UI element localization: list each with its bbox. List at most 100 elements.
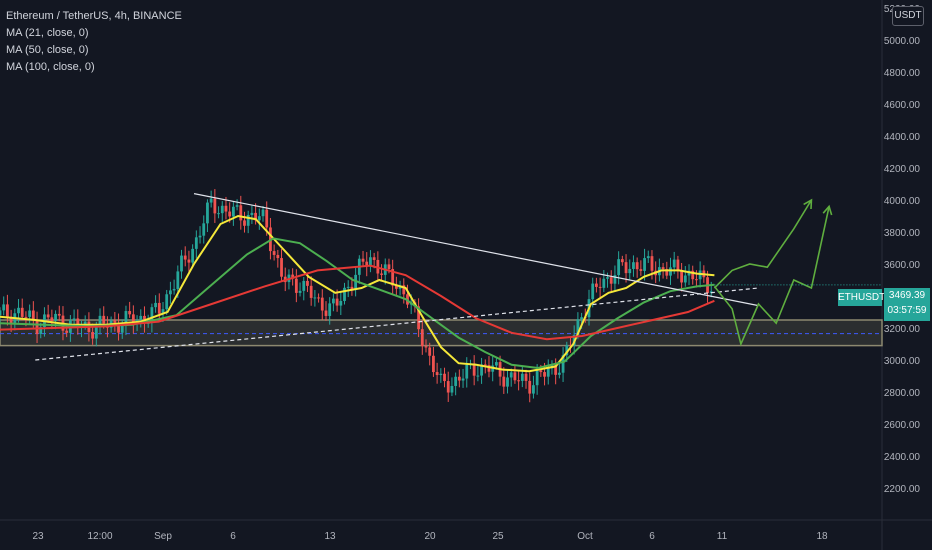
- candle-body: [183, 255, 187, 260]
- candle-body: [480, 364, 483, 376]
- candle-body: [650, 256, 654, 271]
- candle-body: [254, 212, 258, 221]
- projection-arrowhead: [803, 198, 813, 210]
- legend-ma100[interactable]: MA (100, close, 0): [6, 61, 95, 73]
- candle-body: [669, 267, 672, 276]
- candle-body: [609, 277, 613, 284]
- candle-body: [191, 248, 195, 263]
- candle-body: [309, 285, 313, 298]
- candle-body: [20, 307, 24, 317]
- candle-body: [35, 320, 39, 335]
- candle-body: [306, 280, 309, 286]
- candle-body: [635, 262, 639, 270]
- candle-body: [54, 313, 57, 321]
- candle-body: [276, 254, 280, 259]
- candle-body: [150, 307, 154, 323]
- candle-body: [613, 275, 617, 284]
- candle-body: [65, 330, 69, 333]
- candle-body: [543, 372, 546, 377]
- candle-body: [435, 372, 439, 376]
- candle-body: [606, 277, 609, 279]
- x-tick-label: 18: [816, 531, 828, 542]
- y-tick-label: 4400.00: [884, 132, 921, 143]
- candle-body: [187, 259, 191, 263]
- currency-button[interactable]: USDT: [892, 6, 924, 26]
- candle-body: [328, 303, 332, 316]
- candle-body: [620, 259, 624, 263]
- candle-body: [102, 315, 106, 324]
- candle-body: [450, 385, 454, 393]
- candle-body: [576, 319, 580, 335]
- candle-body: [331, 298, 335, 304]
- candle-body: [691, 270, 695, 280]
- candle-body: [446, 381, 450, 393]
- candle-body: [6, 304, 9, 317]
- y-tick-label: 2800.00: [884, 388, 921, 399]
- candle-body: [595, 283, 598, 287]
- candle-body: [57, 313, 61, 316]
- candle-body: [24, 316, 28, 318]
- candle-body: [454, 376, 458, 386]
- candle-body: [465, 364, 469, 379]
- chart-legend: Ethereum / TetherUS, 4h, BINANCE MA (21,…: [6, 8, 182, 76]
- projection-path: [713, 206, 830, 347]
- candle-body: [46, 314, 50, 318]
- candle-body: [439, 373, 443, 376]
- candle-body: [117, 322, 120, 333]
- ma100-line: [0, 264, 715, 341]
- last-price-value: 3469.39: [888, 290, 926, 301]
- candle-body: [517, 380, 521, 382]
- candle-body: [639, 269, 643, 271]
- candle-body: [94, 325, 98, 339]
- candle-body: [28, 310, 32, 317]
- candle-body: [632, 262, 635, 269]
- x-tick-label: 11: [717, 531, 728, 542]
- symbol-badge: ETHUSDT: [838, 289, 885, 306]
- candle-body: [217, 213, 220, 215]
- candle-body: [243, 220, 246, 226]
- candle-body: [257, 216, 261, 221]
- candle-body: [428, 347, 432, 356]
- x-tick-label: Oct: [577, 531, 593, 542]
- candle-body: [417, 306, 420, 330]
- candle-body: [617, 259, 621, 276]
- candle-body: [198, 235, 202, 238]
- candle-body: [557, 372, 561, 375]
- candle-body: [646, 256, 650, 259]
- candle-body: [502, 376, 506, 387]
- candle-body: [76, 318, 80, 328]
- candle-body: [120, 325, 124, 333]
- candle-body: [172, 288, 176, 291]
- symbol-title: Ethereum / TetherUS, 4h, BINANCE: [6, 10, 182, 22]
- candle-body: [391, 269, 395, 286]
- candle-body: [165, 294, 169, 310]
- candle-body: [272, 251, 276, 255]
- candle-body: [591, 283, 595, 300]
- x-tick-label: 25: [492, 531, 504, 542]
- legend-ma21[interactable]: MA (21, close, 0): [6, 27, 89, 39]
- candle-body: [569, 345, 572, 347]
- candle-body: [520, 373, 524, 381]
- candle-body: [91, 332, 95, 339]
- candle-body: [324, 310, 328, 316]
- candle-body: [513, 372, 517, 381]
- legend-ma50[interactable]: MA (50, close, 0): [6, 44, 89, 56]
- candle-body: [176, 271, 180, 289]
- candle-body: [683, 275, 687, 283]
- candle-body: [39, 327, 43, 335]
- candle-body: [231, 206, 235, 217]
- candle-body: [535, 370, 539, 386]
- candle-body: [320, 297, 324, 311]
- candle-body: [113, 320, 117, 323]
- candle-body: [624, 262, 628, 274]
- candle-body: [565, 345, 569, 356]
- y-tick-label: 3000.00: [884, 356, 921, 367]
- candle-body: [580, 317, 583, 320]
- candle-body: [432, 355, 435, 373]
- candle-body: [302, 280, 306, 291]
- candle-body: [169, 290, 172, 295]
- y-tick-label: 5000.00: [884, 36, 921, 47]
- candle-body: [539, 370, 543, 373]
- candle-body: [546, 368, 550, 377]
